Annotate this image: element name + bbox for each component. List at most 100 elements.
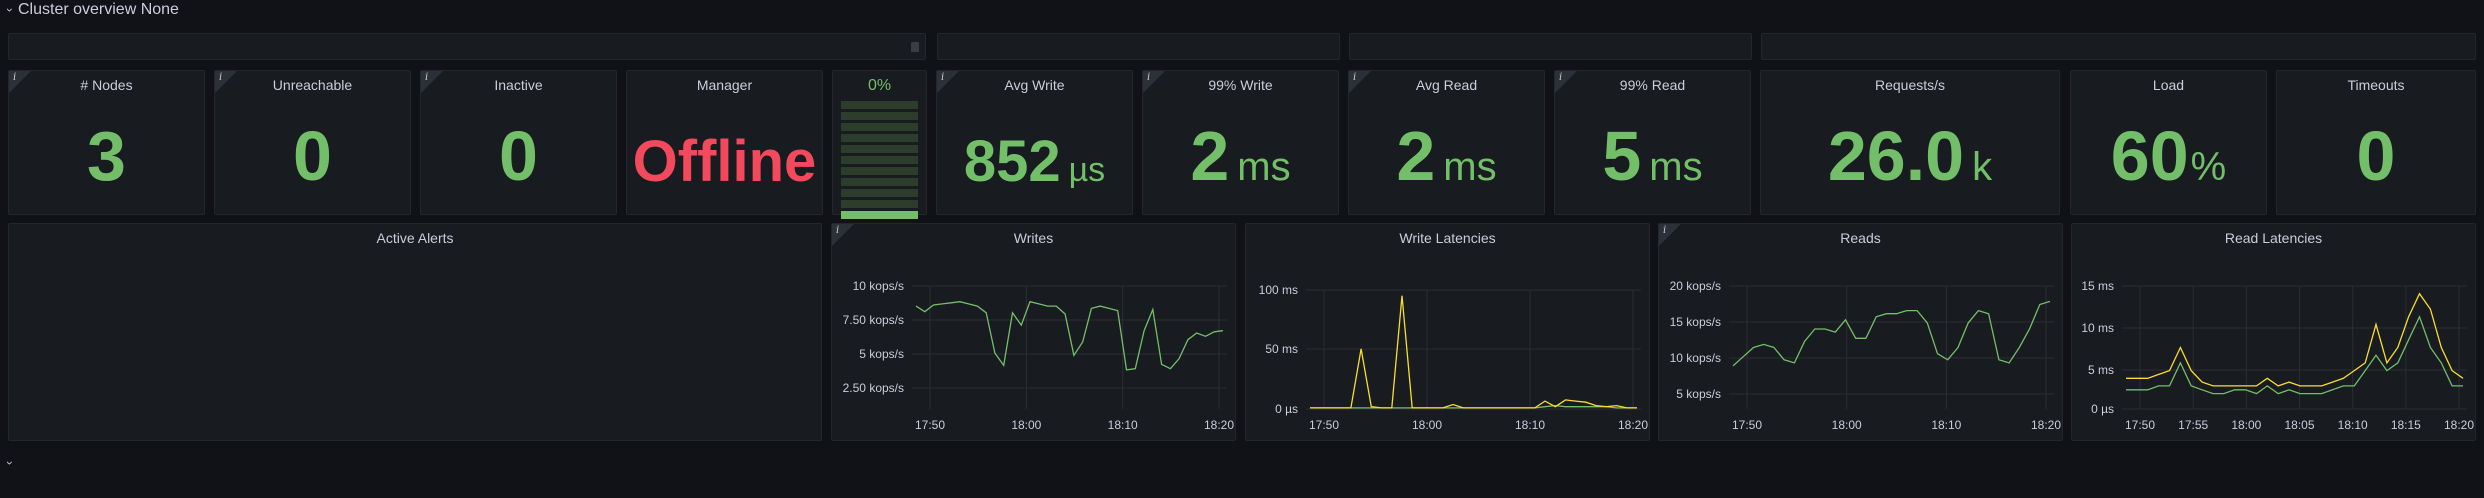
gauge-panel: 0% (832, 70, 927, 219)
top-strip-panel (1349, 33, 1752, 60)
series-line (1732, 300, 2051, 367)
y-tick-label: 0 µs (1275, 402, 1298, 416)
stat-panel-p99-write: i 99% Write 2 ms (1142, 70, 1339, 215)
stat-value: 2 (1396, 117, 1436, 195)
top-strip-panel (937, 33, 1340, 60)
panel-title: Active Alerts (376, 230, 454, 246)
x-tick-label: 18:05 (2284, 418, 2314, 432)
x-tick-label: 17:50 (1309, 418, 1339, 432)
stat-panel-requests: Requests/s 26.0 k (1760, 70, 2060, 215)
stat-unit: k (1972, 145, 1993, 189)
info-icon[interactable]: i (1663, 225, 1667, 236)
gauge-segment (841, 156, 918, 164)
series-line (2126, 315, 2463, 395)
stat-panel-timeouts: Timeouts 0 (2276, 70, 2476, 215)
panel-title: Avg Write (1004, 77, 1065, 93)
row-collapse-toggle[interactable]: › Cluster overview None (3, 0, 179, 20)
top-strip-panel (8, 33, 926, 60)
panel-title: Write Latencies (1399, 230, 1496, 246)
info-icon[interactable]: i (941, 72, 945, 83)
x-tick-label: 18:10 (2338, 418, 2368, 432)
y-tick-label: 7.50 kops/s (843, 313, 904, 327)
x-tick-label: 17:50 (915, 418, 945, 432)
panel-title: Writes (1013, 230, 1054, 246)
stat-panel-nodes: i # Nodes 3 (8, 70, 205, 215)
y-tick-label: 15 kops/s (1670, 315, 1721, 329)
x-tick-label: 18:20 (2031, 418, 2061, 432)
gauge-segment (841, 211, 918, 219)
x-tick-label: 17:50 (1732, 418, 1762, 432)
panel-title: Timeouts (2347, 77, 2405, 93)
gauge-percent: 0% (867, 77, 892, 94)
stat-panel-p99-read: i 99% Read 5 ms (1554, 70, 1751, 215)
x-tick-label: 18:20 (1204, 418, 1234, 432)
panel-title: 99% Write (1208, 77, 1273, 93)
info-icon[interactable]: i (1147, 72, 1151, 83)
panel-menu-icon[interactable] (911, 42, 919, 52)
stat-panel-manager: Manager Offline (626, 70, 823, 215)
y-tick-label: 100 ms (1259, 283, 1298, 297)
stat-panel-unreachable: i Unreachable 0 (214, 70, 411, 215)
stat-value: 852 (963, 129, 1061, 194)
info-icon[interactable]: i (836, 225, 840, 236)
reads-chart: 20 kops/s 15 kops/s 10 kops/s 5 kops/s 17:50… (1670, 279, 2062, 432)
gauge-segment (841, 112, 918, 120)
stat-value: 0 (2356, 117, 2396, 195)
writes-chart: 10 kops/s 7.50 kops/s 5 kops/s 2.50 kops/s 1… (843, 279, 1235, 432)
panel-title: Reads (1840, 230, 1881, 246)
info-icon[interactable]: i (219, 72, 223, 83)
y-tick-label: 5 kops/s (1676, 387, 1721, 401)
y-tick-label: 20 kops/s (1670, 279, 1721, 293)
series-line (2126, 292, 2464, 387)
x-tick-label: 18:15 (2391, 418, 2421, 432)
active-alerts-panel: Active Alerts (8, 223, 822, 441)
y-tick-label: 5 ms (2088, 363, 2114, 377)
y-tick-label: 10 kops/s (1670, 351, 1721, 365)
info-icon[interactable]: i (13, 72, 17, 83)
x-tick-label: 18:00 (1011, 418, 1041, 432)
read-latencies-chart: 15 ms 10 ms 5 ms 0 µs 17:50 17:55 18:00 18:05 18… (2081, 279, 2474, 432)
stat-value: 5 (1602, 117, 1642, 195)
x-tick-label: 17:55 (2178, 418, 2208, 432)
x-tick-label: 18:00 (2231, 418, 2261, 432)
panel-title: Read Latencies (2224, 230, 2323, 246)
write-latencies-chart: 100 ms 50 ms 0 µs 17:50 18:00 18:10 18:20 (1259, 283, 1649, 432)
x-tick-label: 18:10 (1108, 418, 1138, 432)
write-latencies-panel: Write Latencies 100 ms 50 ms 0 µs 17:50 18:0… (1245, 223, 1650, 441)
y-tick-label: 5 kops/s (859, 347, 904, 361)
stat-value: 60 (2110, 117, 2189, 195)
stat-value: 3 (87, 117, 126, 195)
gauge-segment (841, 101, 918, 109)
x-tick-label: 18:00 (1832, 418, 1862, 432)
gauge-segment (841, 189, 918, 197)
gauge-segment (841, 134, 918, 142)
panel-title: Unreachable (272, 77, 353, 93)
gauge-segment (841, 145, 918, 153)
stat-unit: % (2190, 145, 2227, 189)
chevron-down-icon: › (3, 461, 17, 465)
panel-title: Manager (696, 77, 753, 93)
panel-title: 99% Read (1619, 77, 1686, 93)
bar-gauge (841, 101, 918, 219)
panel-title: Avg Read (1415, 77, 1478, 93)
read-latencies-panel: Read Latencies 15 ms 10 ms 5 ms 0 µs 17:50 17… (2071, 223, 2476, 441)
panel-title: Inactive (494, 77, 543, 93)
row-collapse-toggle[interactable]: › (3, 456, 17, 470)
chevron-down-icon: › (3, 8, 17, 12)
y-tick-label: 10 ms (2081, 321, 2114, 335)
stat-panel-avg-read: i Avg Read 2 ms (1348, 70, 1545, 215)
stat-value: 0 (499, 117, 538, 195)
x-tick-label: 18:20 (2444, 418, 2474, 432)
y-tick-label: 50 ms (1265, 342, 1298, 356)
stat-value: 2 (1190, 117, 1230, 195)
panel-title: Load (2152, 77, 2185, 93)
y-tick-label: 0 µs (2091, 402, 2114, 416)
reads-panel: i Reads 20 kops/s 15 kops/s 10 kops/s 5 kop… (1658, 223, 2063, 441)
info-icon[interactable]: i (1353, 72, 1357, 83)
info-icon[interactable]: i (425, 72, 429, 83)
info-icon[interactable]: i (1559, 72, 1563, 83)
top-strip-panel (1761, 33, 2476, 60)
y-tick-label: 2.50 kops/s (843, 381, 904, 395)
writes-panel: i Writes 10 kops/s 7.50 kops/s 5 kops/s 2.5… (831, 223, 1236, 441)
x-tick-label: 17:50 (2125, 418, 2155, 432)
